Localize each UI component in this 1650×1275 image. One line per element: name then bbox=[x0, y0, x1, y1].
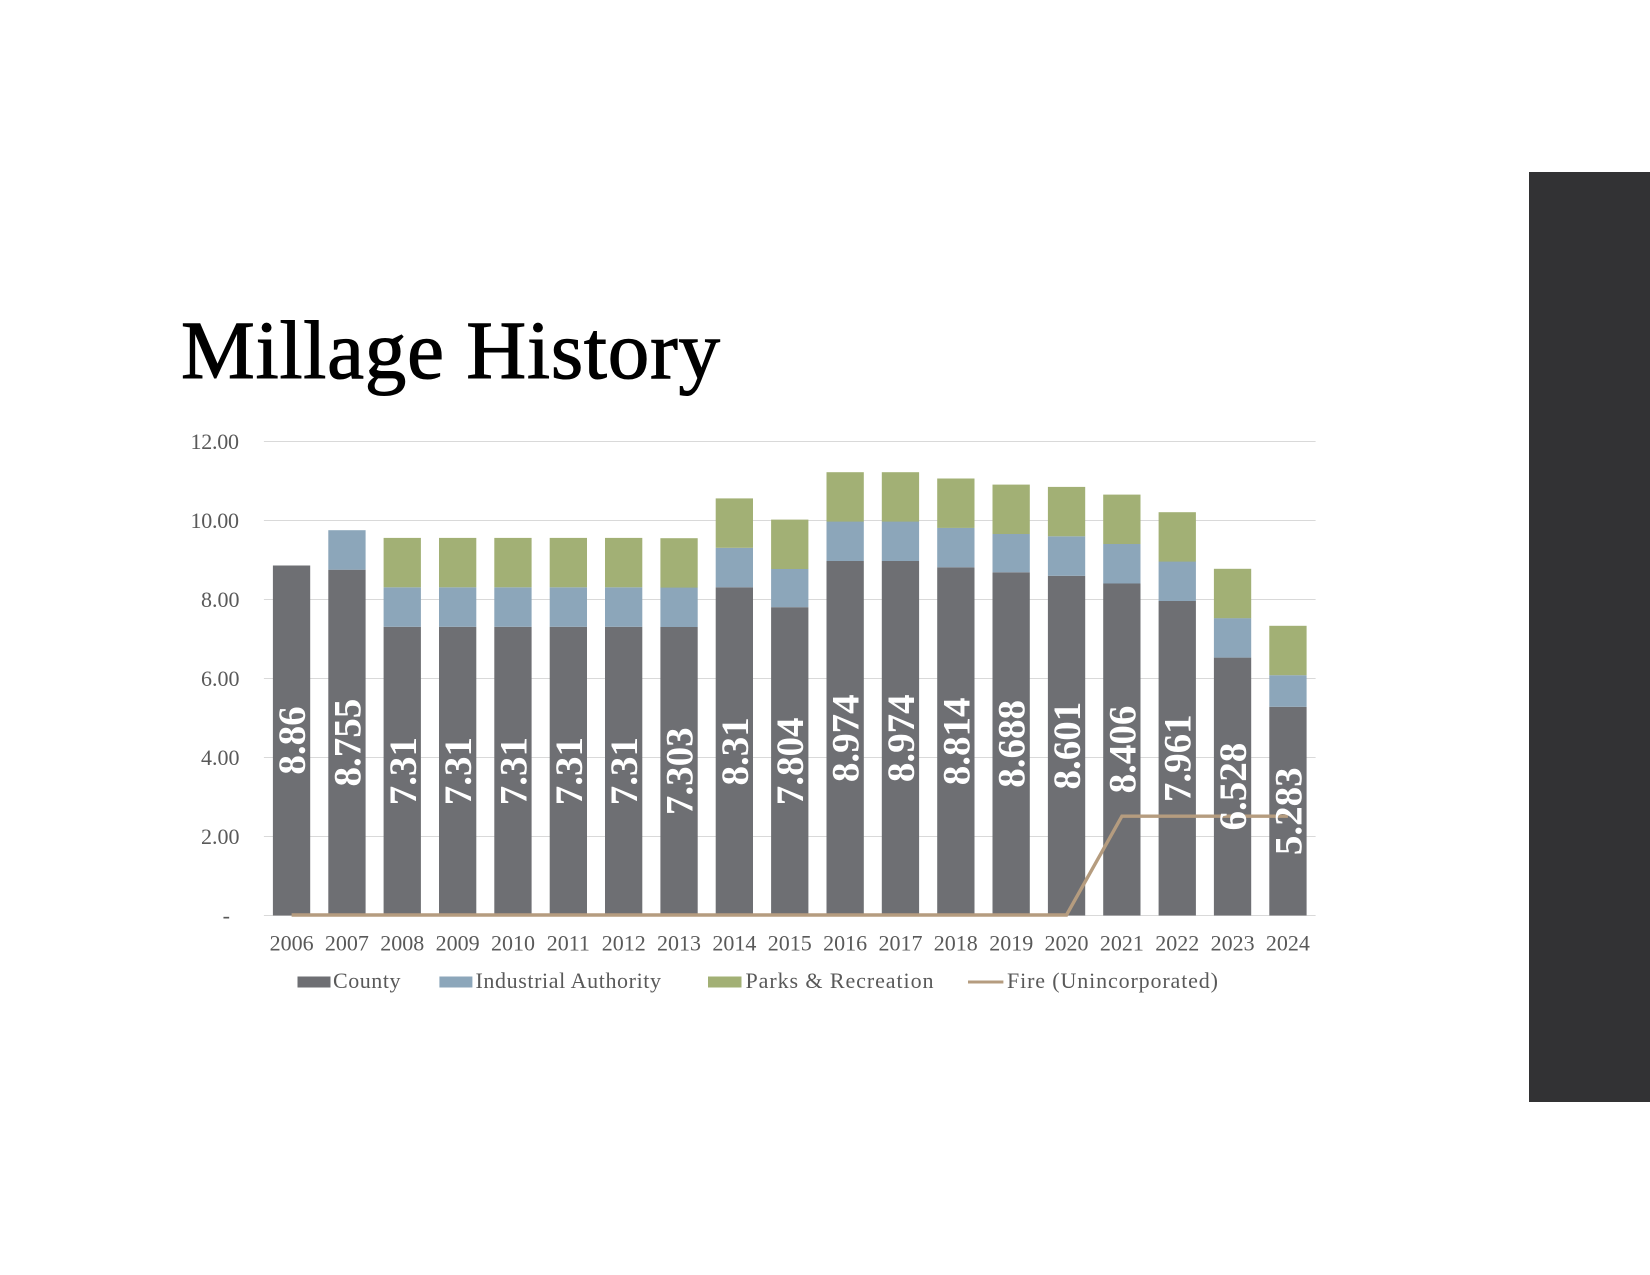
svg-text:2014: 2014 bbox=[712, 931, 756, 956]
svg-text:7.303: 7.303 bbox=[659, 727, 702, 815]
svg-text:7.31: 7.31 bbox=[437, 737, 480, 805]
svg-text:Industrial Authority: Industrial Authority bbox=[476, 968, 662, 993]
svg-text:8.406: 8.406 bbox=[1101, 706, 1144, 794]
svg-text:6.00: 6.00 bbox=[201, 666, 240, 691]
svg-text:8.755: 8.755 bbox=[326, 699, 369, 787]
svg-text:2018: 2018 bbox=[934, 931, 978, 956]
svg-text:4.00: 4.00 bbox=[201, 745, 240, 770]
svg-text:County: County bbox=[333, 968, 401, 993]
svg-text:2021: 2021 bbox=[1100, 931, 1144, 956]
svg-text:7.31: 7.31 bbox=[382, 737, 425, 805]
svg-text:2009: 2009 bbox=[436, 931, 480, 956]
svg-text:2024: 2024 bbox=[1266, 931, 1310, 956]
svg-text:2.00: 2.00 bbox=[201, 824, 240, 849]
svg-text:8.31: 8.31 bbox=[714, 717, 757, 785]
svg-text:12.00: 12.00 bbox=[191, 429, 240, 454]
svg-text:2019: 2019 bbox=[989, 931, 1033, 956]
svg-text:5.283: 5.283 bbox=[1267, 767, 1310, 855]
svg-text:2006: 2006 bbox=[270, 931, 314, 956]
svg-text:7.31: 7.31 bbox=[548, 737, 591, 805]
svg-text:7.31: 7.31 bbox=[603, 737, 646, 805]
svg-text:8.814: 8.814 bbox=[935, 698, 978, 786]
svg-text:8.00: 8.00 bbox=[201, 587, 240, 612]
svg-text:8.601: 8.601 bbox=[1046, 702, 1089, 790]
svg-text:2008: 2008 bbox=[380, 931, 424, 956]
svg-text:2022: 2022 bbox=[1155, 931, 1199, 956]
svg-text:2016: 2016 bbox=[823, 931, 867, 956]
svg-text:10.00: 10.00 bbox=[191, 508, 240, 533]
svg-text:-: - bbox=[223, 903, 230, 928]
svg-text:6.528: 6.528 bbox=[1212, 743, 1255, 831]
svg-text:7.804: 7.804 bbox=[769, 718, 812, 806]
svg-text:8.86: 8.86 bbox=[271, 706, 314, 774]
svg-text:2023: 2023 bbox=[1211, 931, 1255, 956]
svg-text:Millage History: Millage History bbox=[181, 304, 721, 396]
svg-text:2020: 2020 bbox=[1045, 931, 1089, 956]
svg-text:7.961: 7.961 bbox=[1157, 714, 1200, 802]
svg-text:2017: 2017 bbox=[879, 931, 923, 956]
svg-text:8.688: 8.688 bbox=[991, 700, 1034, 788]
svg-text:2011: 2011 bbox=[547, 931, 590, 956]
svg-text:2010: 2010 bbox=[491, 931, 535, 956]
svg-text:2007: 2007 bbox=[325, 931, 369, 956]
svg-text:2015: 2015 bbox=[768, 931, 812, 956]
svg-text:2013: 2013 bbox=[657, 931, 701, 956]
svg-text:7.31: 7.31 bbox=[493, 737, 536, 805]
svg-text:Parks & Recreation: Parks & Recreation bbox=[746, 968, 934, 993]
svg-text:2012: 2012 bbox=[602, 931, 646, 956]
svg-text:8.974: 8.974 bbox=[880, 694, 923, 782]
svg-text:Fire (Unincorporated): Fire (Unincorporated) bbox=[1007, 968, 1218, 993]
svg-text:8.974: 8.974 bbox=[825, 694, 868, 782]
